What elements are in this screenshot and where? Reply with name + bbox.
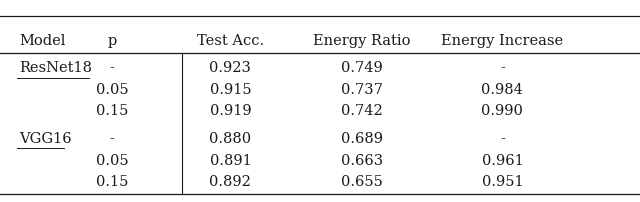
Text: 0.663: 0.663 [340, 154, 383, 168]
Text: VGG16: VGG16 [19, 132, 72, 146]
Text: 0.737: 0.737 [340, 83, 383, 97]
Text: Energy Ratio: Energy Ratio [313, 34, 410, 48]
Text: -: - [500, 61, 505, 75]
Text: 0.749: 0.749 [340, 61, 383, 75]
Text: 0.689: 0.689 [340, 132, 383, 146]
Text: Energy Increase: Energy Increase [442, 34, 563, 48]
Text: 0.05: 0.05 [96, 83, 128, 97]
Text: 0.05: 0.05 [96, 154, 128, 168]
Text: -: - [109, 61, 115, 75]
Text: 0.880: 0.880 [209, 132, 252, 146]
Text: 0.961: 0.961 [481, 154, 524, 168]
Text: 0.655: 0.655 [340, 175, 383, 189]
Text: ResNet18: ResNet18 [19, 61, 92, 75]
Text: 0.15: 0.15 [96, 104, 128, 118]
Text: 0.919: 0.919 [209, 104, 252, 118]
Text: 0.892: 0.892 [209, 175, 252, 189]
Text: Model: Model [19, 34, 65, 48]
Text: 0.15: 0.15 [96, 175, 128, 189]
Text: 0.923: 0.923 [209, 61, 252, 75]
Text: p: p [108, 34, 116, 48]
Text: 0.915: 0.915 [209, 83, 252, 97]
Text: -: - [109, 132, 115, 146]
Text: 0.951: 0.951 [481, 175, 524, 189]
Text: 0.984: 0.984 [481, 83, 524, 97]
Text: 0.990: 0.990 [481, 104, 524, 118]
Text: 0.891: 0.891 [209, 154, 252, 168]
Text: 0.742: 0.742 [340, 104, 383, 118]
Text: -: - [500, 132, 505, 146]
Text: Test Acc.: Test Acc. [197, 34, 264, 48]
